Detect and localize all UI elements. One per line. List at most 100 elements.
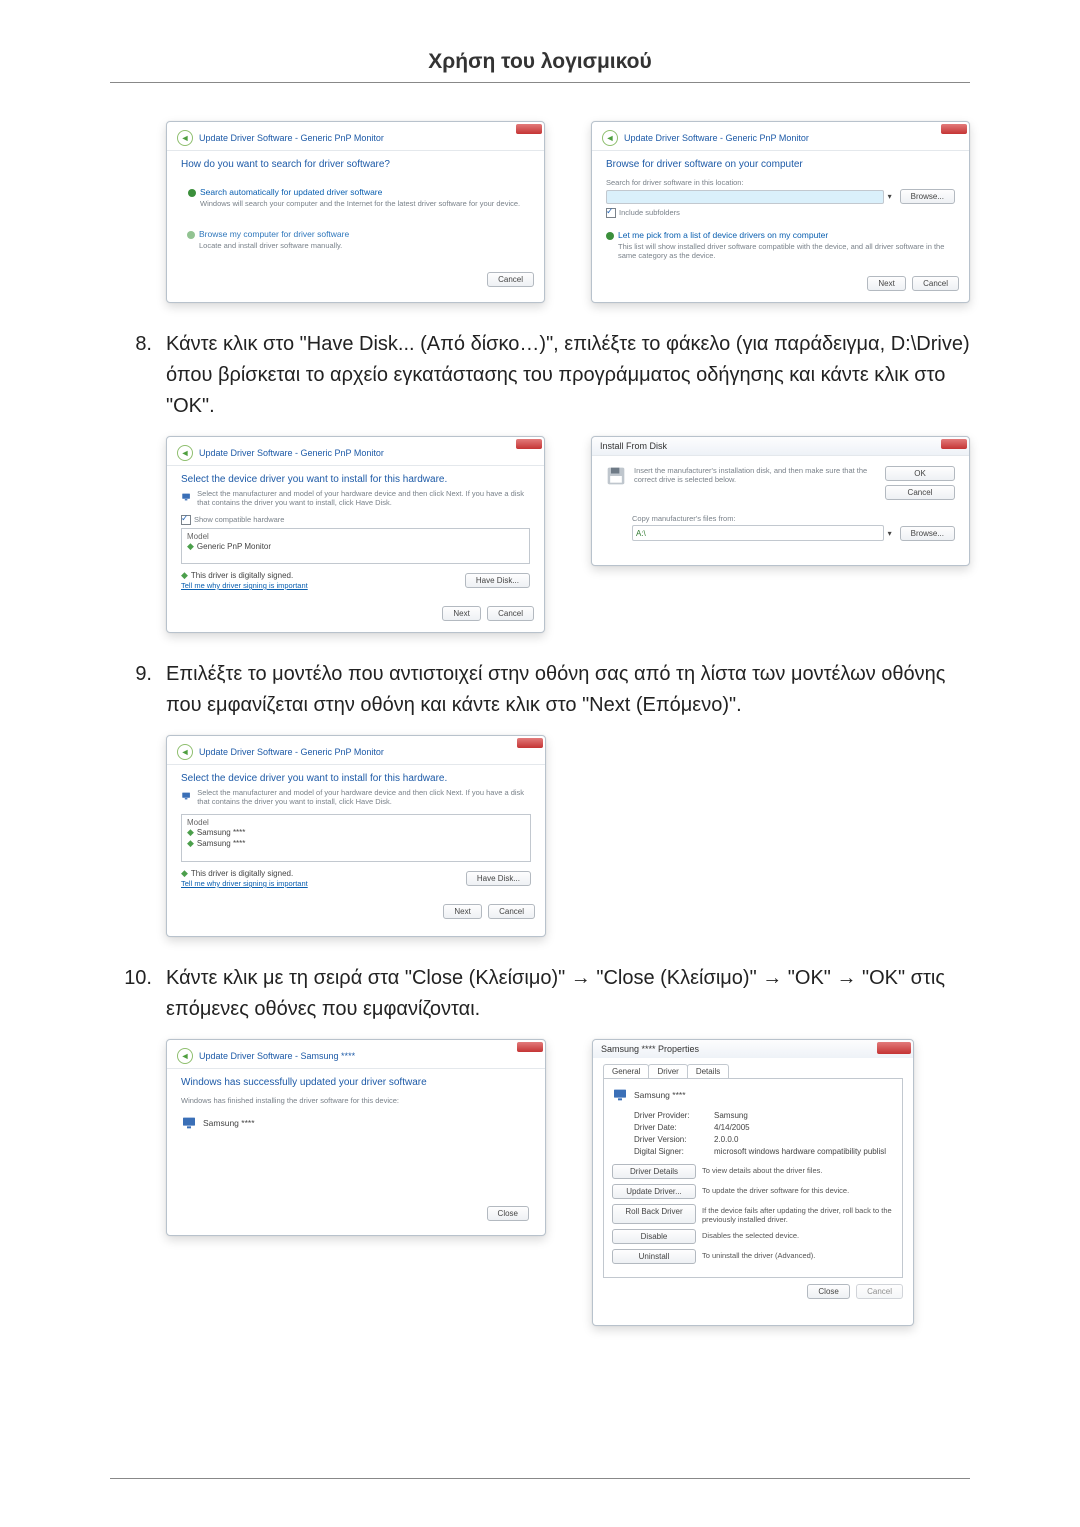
device-name: Samsung **** [634,1090,686,1100]
browse-option[interactable]: Browse my computer for driver software [187,229,524,239]
browse-button[interactable]: Browse... [900,189,955,204]
signed-label: ◆This driver is digitally signed. [181,868,308,879]
breadcrumb: Update Driver Software - Generic PnP Mon… [199,747,384,757]
back-icon[interactable]: ◄ [177,445,193,461]
model-header: Model [187,818,525,827]
why-signing-link[interactable]: Tell me why driver signing is important [181,581,308,590]
model-option[interactable]: ◆Samsung **** [187,838,525,849]
close-icon[interactable] [517,1042,543,1052]
dialog-select-model: ◄ Update Driver Software - Generic PnP M… [166,735,546,937]
dialog-title: Select the device driver you want to ins… [181,773,531,784]
dialog-titlebar: Samsung **** Properties [593,1040,913,1058]
include-subfolders-checkbox[interactable] [606,208,616,218]
floppy-icon [606,466,626,486]
show-compatible-label: Show compatible hardware [194,515,284,524]
model-option[interactable]: ◆Samsung **** [187,827,525,838]
update-driver-button[interactable]: Update Driver... [612,1184,696,1199]
version-value: 2.0.0.0 [714,1135,738,1144]
uninstall-button[interactable]: Uninstall [612,1249,696,1264]
dialog-title: Select the device driver you want to ins… [181,474,530,485]
step-number: 9. [110,659,166,690]
copy-from-input[interactable]: A:\ [632,525,884,541]
show-compatible-checkbox[interactable] [181,515,191,525]
monitor-icon [181,788,191,804]
dialog-subtext: Select the manufacturer and model of you… [197,788,531,806]
next-button[interactable]: Next [867,276,905,291]
search-location-label: Search for driver software in this locat… [606,178,955,187]
version-label: Driver Version: [634,1135,714,1144]
browse-button[interactable]: Browse... [900,526,955,541]
why-signing-link[interactable]: Tell me why driver signing is important [181,879,308,888]
disk-instruction: Insert the manufacturer's installation d… [634,466,873,500]
close-button[interactable]: Close [487,1206,529,1221]
success-subtext: Windows has finished installing the driv… [181,1096,531,1105]
dialog-row-4: ◄ Update Driver Software - Samsung **** … [166,1039,970,1326]
back-icon[interactable]: ◄ [177,744,193,760]
cancel-button[interactable]: Cancel [912,276,959,291]
cancel-button[interactable]: Cancel [885,485,955,500]
step-number: 10. [110,963,166,994]
monitor-icon [181,1115,197,1131]
ok-button[interactable]: OK [885,466,955,481]
update-driver-desc: To update the driver software for this d… [702,1184,894,1199]
driver-details-desc: To view details about the driver files. [702,1164,894,1179]
breadcrumb: Update Driver Software - Generic PnP Mon… [624,133,809,143]
dialog-row-3: ◄ Update Driver Software - Generic PnP M… [166,735,970,937]
step-9: 9. Επιλέξτε το μοντέλο που αντιστοιχεί σ… [110,659,970,721]
search-auto-option[interactable]: Search automatically for updated driver … [188,187,523,197]
close-icon[interactable] [516,124,542,134]
close-button[interactable]: Close [807,1284,849,1299]
model-option[interactable]: ◆Generic PnP Monitor [187,541,524,552]
dialog-browse-location: ◄ Update Driver Software - Generic PnP M… [591,121,970,303]
rollback-button[interactable]: Roll Back Driver [612,1204,696,1224]
signed-label: ◆This driver is digitally signed. [181,570,308,581]
bottom-divider [110,1478,970,1479]
search-location-input[interactable] [606,190,884,204]
pick-from-list-option[interactable]: Let me pick from a list of device driver… [606,230,955,240]
dialog-titlebar: Install From Disk [592,437,969,455]
dialog-title: Browse for driver software on your compu… [606,159,955,170]
provider-value: Samsung [714,1111,748,1120]
date-label: Driver Date: [634,1123,714,1132]
dialog-update-success: ◄ Update Driver Software - Samsung **** … [166,1039,546,1236]
step-text: Κάντε κλικ με τη σειρά στα "Close (Κλείσ… [166,963,970,1025]
breadcrumb: Update Driver Software - Samsung **** [199,1051,355,1061]
tab-driver[interactable]: Driver [648,1064,687,1078]
browse-desc: Locate and install driver software manua… [199,241,524,250]
cancel-button[interactable]: Cancel [488,904,535,919]
back-icon[interactable]: ◄ [602,130,618,146]
close-icon[interactable] [877,1042,911,1054]
close-icon[interactable] [941,124,967,134]
close-icon[interactable] [941,439,967,449]
cancel-button[interactable]: Cancel [487,272,534,287]
dialog-subtext: Select the manufacturer and model of you… [197,489,530,507]
next-button[interactable]: Next [443,904,481,919]
next-button[interactable]: Next [442,606,480,621]
installed-model: Samsung **** [203,1118,255,1128]
step-8: 8. Κάντε κλικ στο "Have Disk... (Από δίσ… [110,329,970,422]
have-disk-button[interactable]: Have Disk... [466,871,531,886]
tab-details[interactable]: Details [687,1064,729,1078]
dialog-row-2: ◄ Update Driver Software - Generic PnP M… [166,436,970,633]
step-10: 10. Κάντε κλικ με τη σειρά στα "Close (Κ… [110,963,970,1025]
pick-from-list-desc: This list will show installed driver sof… [618,242,955,260]
dialog-question: How do you want to search for driver sof… [181,159,530,170]
step-text: Κάντε κλικ στο "Have Disk... (Από δίσκο…… [166,329,970,422]
success-title: Windows has successfully updated your dr… [181,1077,531,1088]
have-disk-button[interactable]: Have Disk... [465,573,530,588]
cancel-button[interactable]: Cancel [487,606,534,621]
breadcrumb: Update Driver Software - Generic PnP Mon… [199,133,384,143]
copy-from-label: Copy manufacturer's files from: [632,514,955,523]
step-number: 8. [110,329,166,360]
disable-button[interactable]: Disable [612,1229,696,1244]
back-icon[interactable]: ◄ [177,1048,193,1064]
signer-value: microsoft windows hardware compatibility… [714,1147,886,1156]
close-icon[interactable] [516,439,542,449]
driver-details-button[interactable]: Driver Details [612,1164,696,1179]
dialog-properties: Samsung **** Properties General Driver D… [592,1039,914,1326]
dialog-select-driver: ◄ Update Driver Software - Generic PnP M… [166,436,545,633]
tab-general[interactable]: General [603,1064,649,1078]
back-icon[interactable]: ◄ [177,130,193,146]
close-icon[interactable] [517,738,543,748]
step-text: Επιλέξτε το μοντέλο που αντιστοιχεί στην… [166,659,970,721]
